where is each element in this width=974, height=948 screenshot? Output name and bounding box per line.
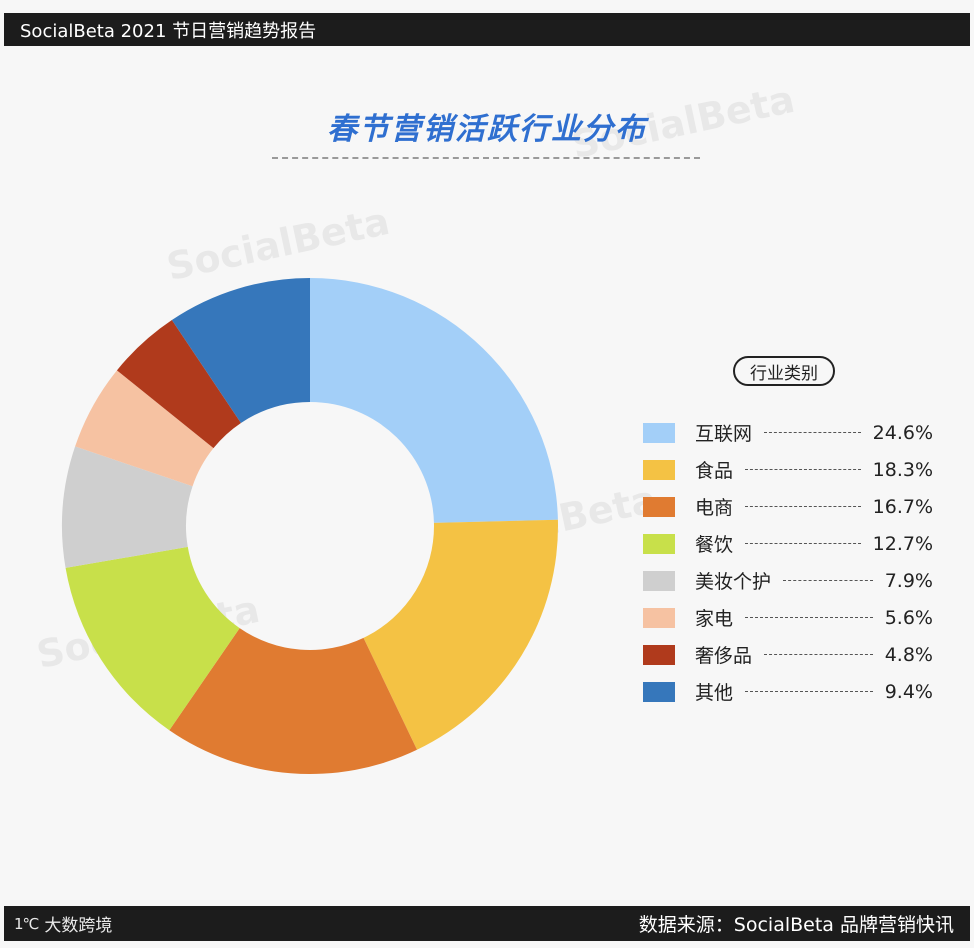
legend-swatch	[643, 422, 675, 443]
legend-value: 16.7%	[872, 495, 933, 518]
donut-chart	[62, 278, 558, 774]
legend-title: 行业类别	[750, 363, 818, 384]
legend-value: 18.3%	[872, 458, 933, 481]
legend-item: 奢侈品 4.8%	[643, 636, 933, 673]
legend-label: 餐饮	[695, 534, 734, 556]
legend-label: 美妆个护	[695, 571, 772, 593]
legend-item: 美妆个护 7.9%	[643, 562, 933, 599]
legend-leader-line	[745, 506, 861, 507]
legend-item: 其他 9.4%	[643, 673, 933, 710]
legend-value: 12.7%	[872, 532, 933, 555]
legend-leader-line	[745, 543, 861, 544]
legend-leader-line	[745, 691, 873, 692]
legend-item: 家电 5.6%	[643, 599, 933, 636]
legend-value: 5.6%	[884, 606, 933, 629]
legend-title-badge: 行业类别	[733, 356, 835, 386]
legend-swatch	[643, 607, 675, 628]
legend-value: 24.6%	[872, 421, 933, 444]
legend-swatch	[643, 533, 675, 554]
legend-value: 9.4%	[884, 680, 933, 703]
legend-label: 其他	[695, 682, 734, 704]
legend-label: 互联网	[695, 423, 753, 445]
legend-label: 食品	[695, 460, 734, 482]
legend-item: 餐饮 12.7%	[643, 525, 933, 562]
legend-value: 4.8%	[884, 643, 933, 666]
legend-swatch	[643, 644, 675, 665]
legend-value: 7.9%	[884, 569, 933, 592]
report-header-title: SocialBeta 2021 节日营销趋势报告	[20, 20, 317, 42]
data-source-text: 数据来源：SocialBeta 品牌营销快讯	[638, 914, 954, 936]
title-divider	[272, 157, 700, 159]
legend-swatch	[643, 681, 675, 702]
report-header-bar: SocialBeta 2021 节日营销趋势报告	[4, 13, 970, 46]
donut-slice	[169, 628, 418, 774]
donut-slice	[171, 278, 310, 424]
footer-bar: 1℃ 大数跨境 数据来源：SocialBeta 品牌营销快讯	[4, 906, 970, 941]
donut-slice	[62, 446, 193, 568]
legend-leader-line	[745, 617, 873, 618]
thermometer-logo-icon: 1℃	[14, 914, 39, 933]
donut-slice	[65, 546, 240, 731]
legend-leader-line	[745, 469, 861, 470]
legend-item: 电商 16.7%	[643, 488, 933, 525]
legend-leader-line	[764, 432, 861, 433]
legend-item: 食品 18.3%	[643, 451, 933, 488]
donut-slice	[310, 278, 558, 523]
legend-swatch	[643, 496, 675, 517]
brand-logo: 1℃ 大数跨境	[14, 911, 113, 937]
legend-swatch	[643, 459, 675, 480]
donut-slice	[116, 320, 241, 449]
chart-title: 春节营销活跃行业分布	[327, 112, 647, 147]
legend-swatch	[643, 570, 675, 591]
legend-label: 家电	[695, 608, 734, 630]
brand-logo-text: 大数跨境	[44, 916, 113, 936]
legend: 互联网 24.6% 食品 18.3% 电商 16.7% 餐饮 12.7% 美妆个…	[643, 414, 933, 710]
donut-slices	[62, 278, 558, 774]
legend-leader-line	[764, 654, 873, 655]
legend-item: 互联网 24.6%	[643, 414, 933, 451]
legend-label: 奢侈品	[695, 645, 753, 667]
donut-slice	[75, 370, 214, 487]
legend-label: 电商	[695, 497, 734, 519]
donut-slice	[363, 519, 558, 750]
legend-leader-line	[783, 580, 873, 581]
